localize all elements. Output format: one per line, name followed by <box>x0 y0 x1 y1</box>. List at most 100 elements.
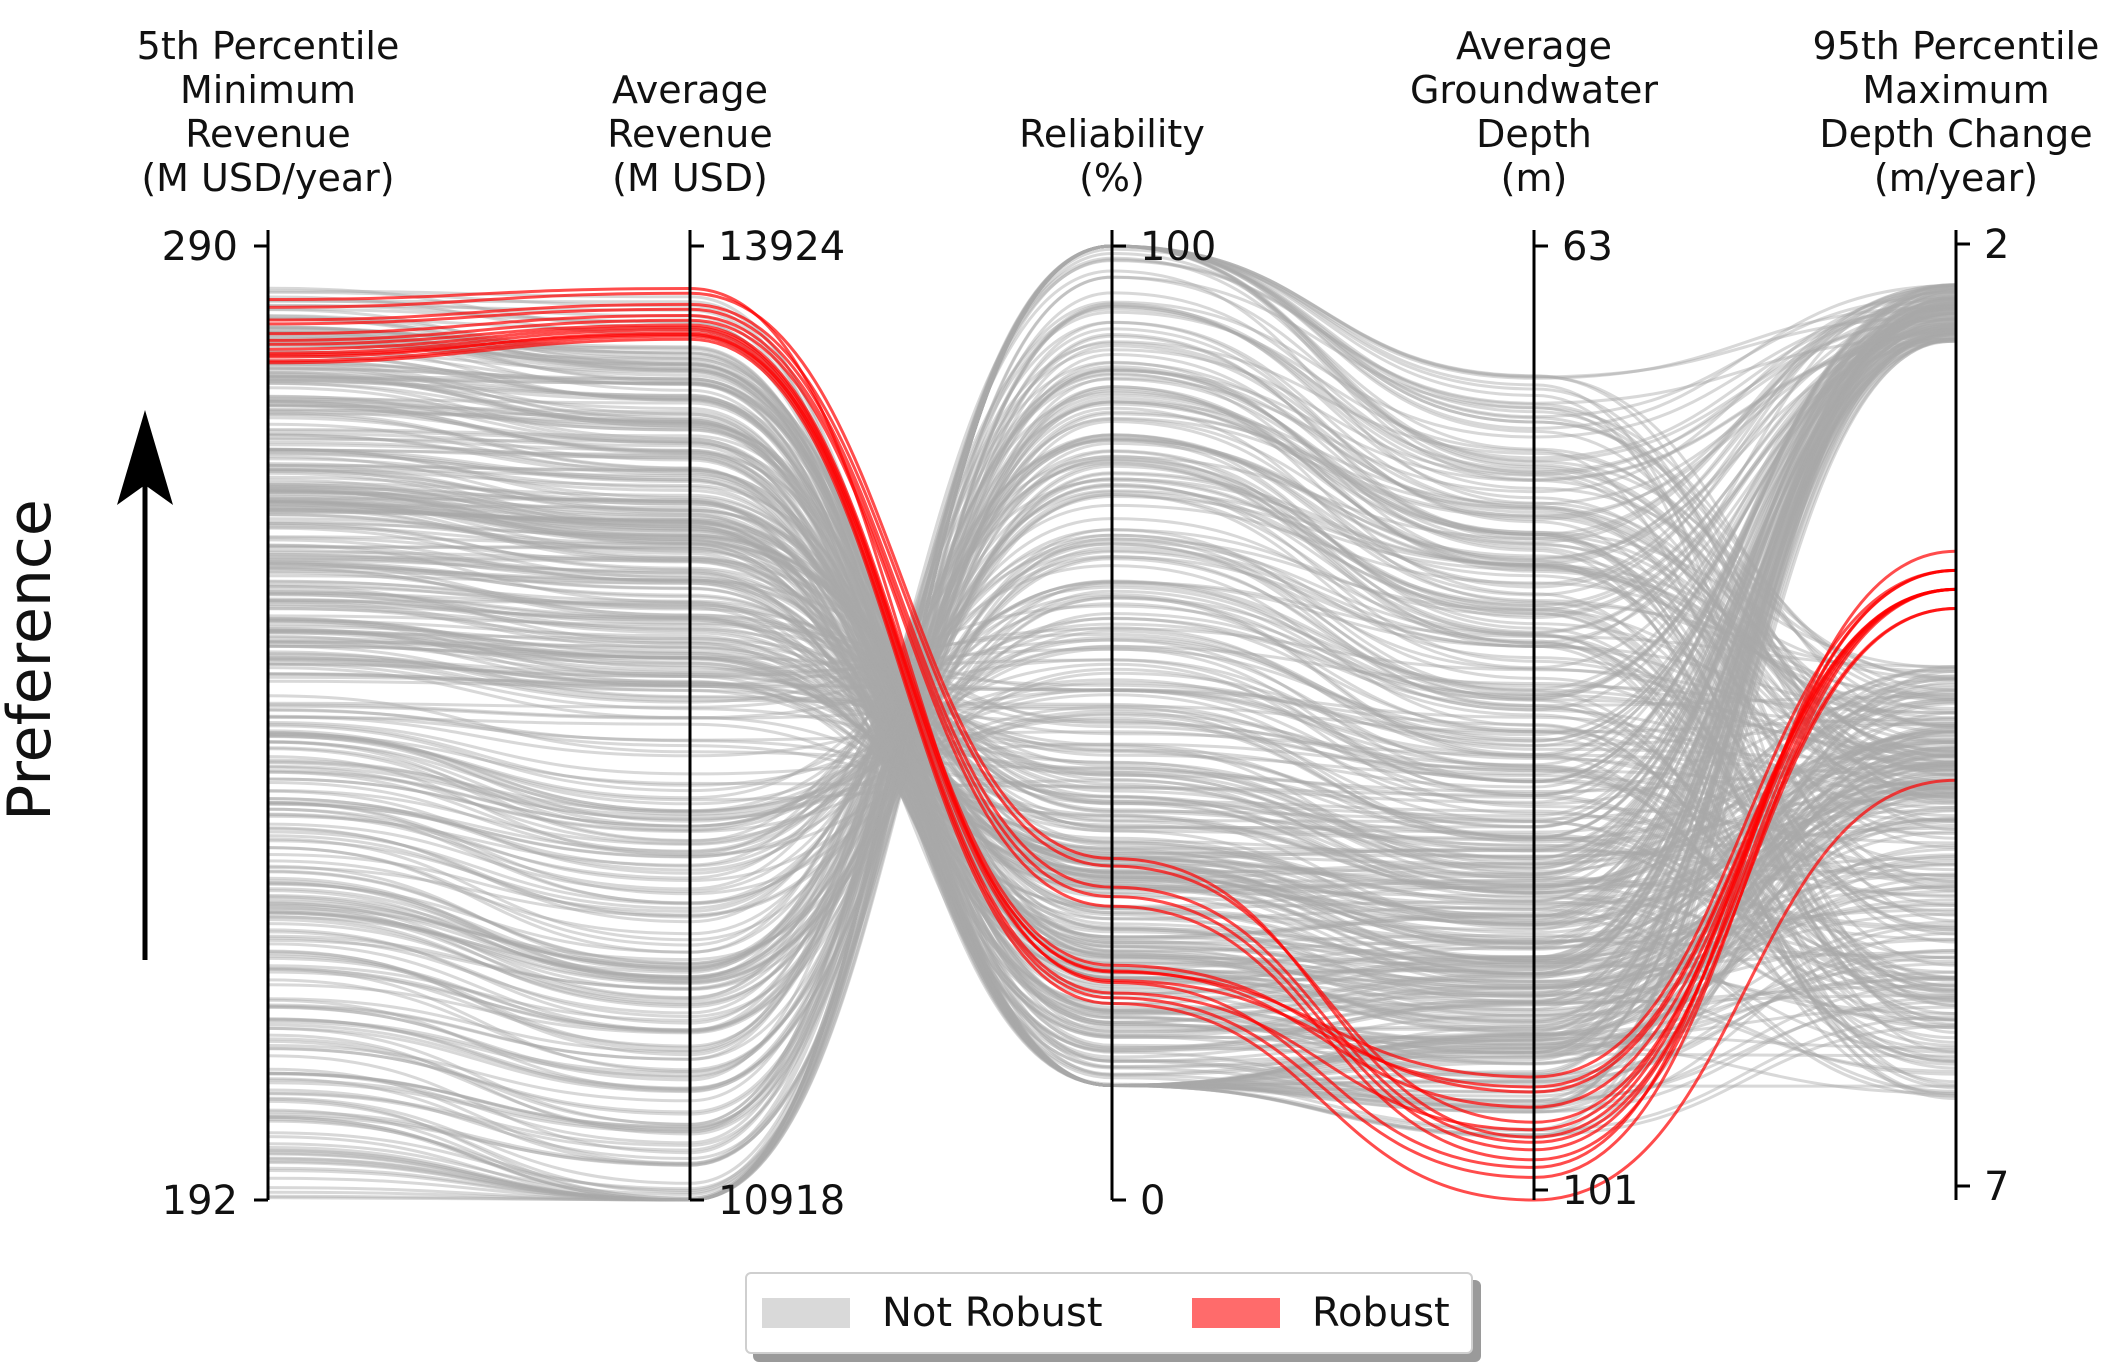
line-not-robust <box>267 399 1957 1098</box>
line-not-robust <box>267 438 1957 980</box>
line-not-robust <box>267 288 1957 767</box>
line-not-robust <box>267 297 1957 1202</box>
line-not-robust <box>267 362 1957 1139</box>
line-not-robust <box>267 472 1957 1090</box>
tick-label-top: 100 <box>1140 224 1216 270</box>
line-not-robust <box>267 324 1957 828</box>
line-not-robust <box>267 318 1957 870</box>
line-not-robust <box>267 349 1957 1017</box>
line-not-robust <box>267 312 1957 939</box>
axes: 290 192 13924 10918 100 0 63 101 2 7 <box>162 222 2010 1224</box>
line-not-robust <box>267 284 1957 1093</box>
line-not-robust <box>267 713 1957 1066</box>
line-not-robust <box>267 721 1957 982</box>
line-not-robust <box>267 244 1957 1202</box>
line-not-robust <box>267 247 1957 1134</box>
line-not-robust <box>267 328 1957 969</box>
line-not-robust <box>267 337 1957 855</box>
line-not-robust <box>267 331 1957 990</box>
line-not-robust <box>267 325 1957 991</box>
line-not-robust <box>267 447 1957 1051</box>
line-not-robust <box>267 602 1957 828</box>
line-not-robust <box>267 244 1957 1202</box>
line-not-robust <box>267 510 1957 890</box>
line-not-robust <box>267 689 1957 960</box>
axis-title-line: 95th Percentile <box>1812 24 2100 68</box>
line-not-robust <box>267 340 1957 1037</box>
line-not-robust <box>267 464 1957 1091</box>
axis-title-4: Average Groundwater Depth (m) <box>1344 24 1724 200</box>
line-not-robust <box>267 482 1957 821</box>
line-not-robust <box>267 348 1957 981</box>
line-not-robust <box>267 258 1957 1126</box>
line-not-robust <box>267 320 1957 1202</box>
line-not-robust <box>267 590 1957 858</box>
line-not-robust <box>267 489 1957 1022</box>
line-not-robust <box>267 652 1957 1070</box>
legend-label-robust: Robust <box>1312 1290 1450 1336</box>
line-not-robust <box>267 283 1957 861</box>
line-not-robust <box>267 412 1957 1076</box>
line-not-robust <box>267 536 1957 1073</box>
line-not-robust <box>267 306 1957 841</box>
line-not-robust <box>267 300 1957 1033</box>
line-not-robust <box>267 292 1957 905</box>
axis-title-line: Average <box>611 68 769 112</box>
line-not-robust <box>267 244 1957 1200</box>
line-not-robust <box>267 489 1957 959</box>
axis-title-line: (M USD/year) <box>141 156 395 200</box>
line-not-robust <box>267 331 1957 1191</box>
tick-label-top: 2 <box>1984 222 2009 268</box>
line-not-robust <box>267 537 1957 875</box>
line-not-robust <box>267 375 1957 984</box>
line-not-robust <box>267 528 1957 1084</box>
line-not-robust <box>267 311 1957 829</box>
line-not-robust <box>267 256 1957 1053</box>
line-not-robust <box>267 687 1957 1096</box>
line-not-robust <box>267 634 1957 876</box>
line-not-robust <box>267 394 1957 976</box>
line-not-robust <box>267 303 1957 1202</box>
tick-label-top: 63 <box>1562 224 1613 270</box>
line-not-robust <box>267 596 1957 982</box>
line-not-robust <box>267 416 1957 1075</box>
line-not-robust <box>267 708 1957 927</box>
line-not-robust <box>267 416 1957 1080</box>
line-not-robust <box>267 318 1957 1072</box>
tick-label-bottom: 101 <box>1562 1168 1638 1214</box>
axis-title-line: Minimum <box>179 68 357 112</box>
line-not-robust <box>267 313 1957 871</box>
line-not-robust <box>267 336 1957 1088</box>
line-not-robust <box>267 385 1957 1091</box>
line-not-robust <box>267 448 1957 1024</box>
line-not-robust <box>267 584 1957 1052</box>
line-not-robust <box>267 244 1957 1193</box>
line-not-robust <box>267 295 1957 945</box>
line-not-robust <box>267 372 1957 1094</box>
line-not-robust <box>267 275 1957 1185</box>
line-not-robust <box>267 295 1957 963</box>
line-not-robust <box>267 331 1957 976</box>
line-not-robust <box>267 309 1957 960</box>
line-not-robust <box>267 303 1957 879</box>
line-not-robust <box>267 320 1957 1050</box>
line-not-robust <box>267 628 1957 947</box>
line-not-robust <box>267 299 1957 1111</box>
axis-title-line: Groundwater <box>1409 68 1659 112</box>
line-not-robust <box>267 362 1957 1088</box>
line-not-robust <box>267 305 1957 1202</box>
line-not-robust <box>267 489 1957 913</box>
line-not-robust <box>267 244 1957 1155</box>
line-not-robust <box>267 662 1957 853</box>
line-not-robust <box>267 286 1957 939</box>
line-not-robust <box>267 368 1957 1079</box>
line-not-robust <box>267 244 1957 1202</box>
axis-title-line: Depth Change <box>1819 112 2093 156</box>
line-not-robust <box>267 373 1957 1025</box>
line-not-robust <box>267 244 1957 1202</box>
axis-title-line: (%) <box>1079 156 1145 200</box>
line-not-robust <box>267 350 1957 953</box>
line-not-robust <box>267 311 1957 840</box>
line-not-robust <box>267 290 1957 1202</box>
line-not-robust <box>267 374 1957 1054</box>
